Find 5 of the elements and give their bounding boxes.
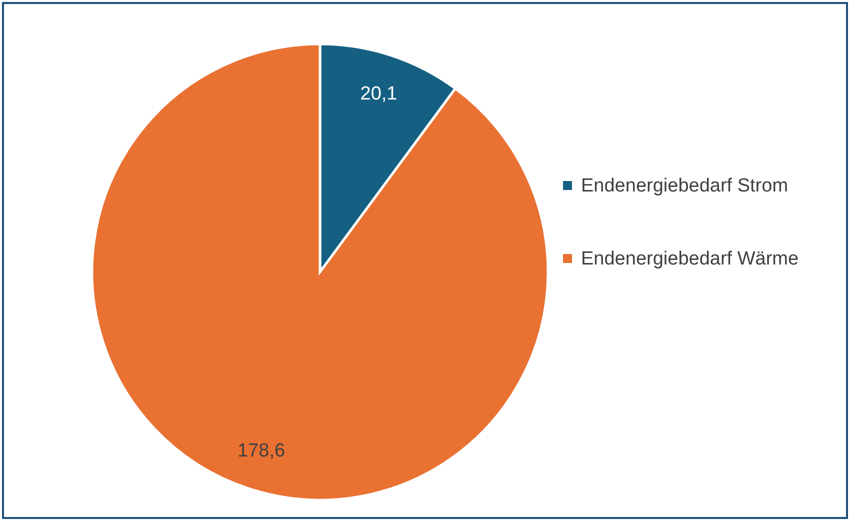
legend-label: Endenergiebedarf Strom xyxy=(581,176,788,196)
data-label: 20,1 xyxy=(360,83,398,104)
legend-label: Endenergiebedarf Wärme xyxy=(581,248,799,270)
pie-slice xyxy=(90,42,550,501)
data-label: 178,6 xyxy=(237,440,286,462)
